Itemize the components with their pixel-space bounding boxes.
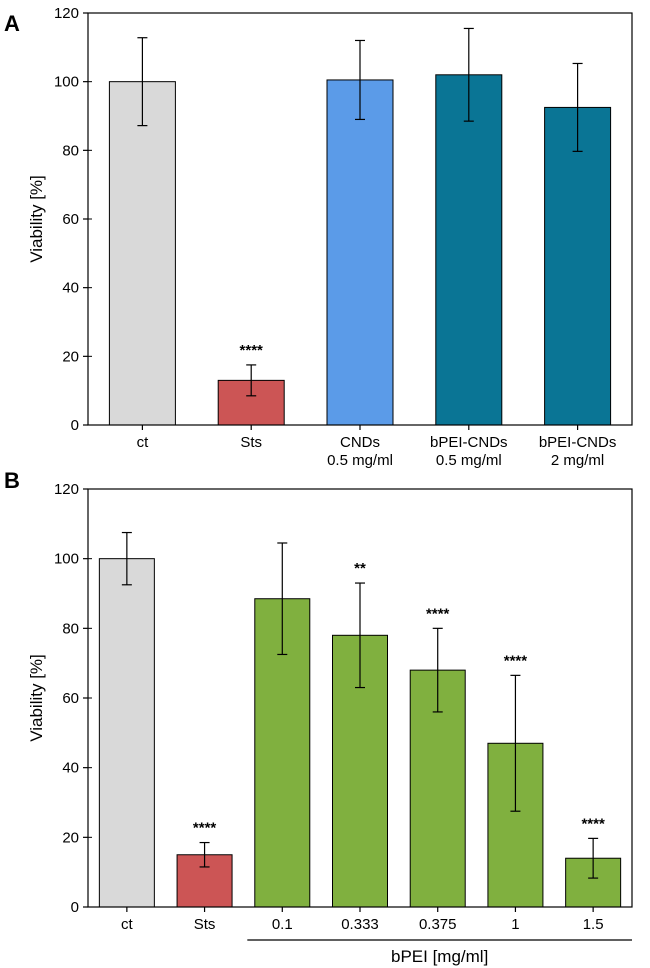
error-bar (277, 542, 288, 656)
panel-letter: B (4, 468, 20, 493)
x-tick-label-line: 0.333 (341, 916, 379, 933)
x-tick-label-line: 1.5 (583, 916, 604, 933)
error-bar (432, 627, 443, 713)
significance-label: ** (354, 560, 366, 577)
y-tick-label: 60 (62, 211, 79, 228)
bar (435, 74, 503, 426)
error-bar (199, 841, 210, 868)
x-tick-label-line: CNDs (340, 434, 380, 451)
x-tick-label-line: 0.375 (419, 916, 457, 933)
y-tick-label: 100 (54, 551, 79, 568)
x-tick-label-line: 2 mg/ml (551, 452, 604, 469)
y-axis-label: Viability [%] (27, 654, 46, 742)
error-bar (246, 364, 257, 397)
y-tick-label: 120 (54, 5, 79, 22)
error-bar (137, 37, 148, 127)
panel-a: A **** 0 20 40 60 80 100 120 Viability [%] ct Sts CN… (4, 5, 633, 469)
x-tick-label-line: Sts (240, 434, 262, 451)
x-tick-label-line: ct (137, 434, 150, 451)
error-bar (463, 27, 474, 122)
bar (544, 106, 612, 426)
x-tick-label-line: ct (121, 916, 134, 933)
x-tick-label: bPEI-CNDs 0.5 mg/ml (430, 434, 508, 469)
error-bar (588, 837, 599, 879)
bar (326, 79, 394, 426)
y-tick-label: 40 (62, 760, 79, 777)
group-axis-label: bPEI [mg/ml] (391, 947, 488, 966)
y-tick-label: 0 (71, 899, 79, 916)
x-tick-label: bPEI-CNDs 2 mg/ml (539, 434, 617, 469)
error-bar (121, 531, 132, 586)
x-tick-label: CNDs 0.5 mg/ml (327, 434, 393, 469)
y-tick-label: 100 (54, 74, 79, 91)
x-tick-label: Sts (240, 434, 262, 451)
panel-b: B******************020406080100120Viabil… (4, 468, 633, 966)
x-tick-label-line: 0.5 mg/ml (436, 452, 502, 469)
x-tick-label-line: bPEI-CNDs (539, 434, 617, 451)
y-tick-label: 20 (62, 829, 79, 846)
y-tick-label: 80 (62, 620, 79, 637)
y-axis-label: Viability [%] (27, 175, 46, 263)
significance-label: **** (581, 815, 605, 832)
x-tick-label-line: Sts (194, 916, 216, 933)
error-bar (355, 39, 365, 121)
panel-letter: A (4, 11, 20, 36)
error-bar (355, 582, 365, 689)
y-tick-label: 60 (62, 690, 79, 707)
bar (108, 81, 176, 426)
x-tick-label: 1.5 (583, 916, 604, 933)
y-tick-label: 120 (54, 481, 79, 498)
x-tick-label: ct (137, 434, 150, 451)
significance-label: **** (193, 820, 217, 837)
x-tick-label-line: bPEI-CNDs (430, 434, 508, 451)
x-tick-label-line: 1 (511, 916, 519, 933)
error-bar (510, 674, 521, 812)
error-bar (572, 62, 583, 152)
x-tick-label: 0.375 (419, 916, 457, 933)
x-tick-label: 0.333 (341, 916, 379, 933)
x-tick-label-line: 0.1 (272, 916, 293, 933)
x-tick-label: 1 (511, 916, 519, 933)
x-tick-label: ct (121, 916, 134, 933)
significance-label: **** (426, 605, 450, 622)
y-tick-label: 0 (71, 417, 79, 434)
x-tick-label: 0.1 (272, 916, 293, 933)
bar (98, 558, 155, 908)
y-tick-label: 20 (62, 348, 79, 365)
significance-label: **** (240, 342, 264, 359)
x-tick-label: Sts (194, 916, 216, 933)
y-tick-label: 40 (62, 280, 79, 297)
x-tick-label-line: 0.5 mg/ml (327, 452, 393, 469)
significance-label: **** (504, 652, 528, 669)
y-tick-label: 80 (62, 142, 79, 159)
